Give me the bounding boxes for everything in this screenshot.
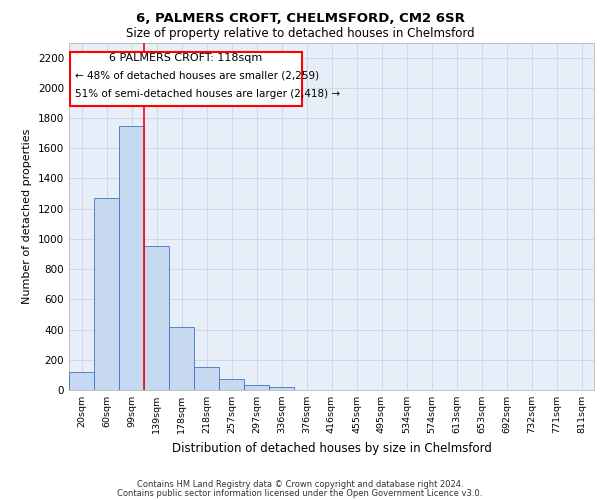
Text: Size of property relative to detached houses in Chelmsford: Size of property relative to detached ho… (125, 28, 475, 40)
Bar (144, 246, 169, 390)
Bar (219, 378, 244, 390)
Bar (269, 386, 294, 390)
Text: Contains HM Land Registry data © Crown copyright and database right 2024.: Contains HM Land Registry data © Crown c… (137, 480, 463, 489)
X-axis label: Distribution of detached houses by size in Chelmsford: Distribution of detached houses by size … (172, 442, 491, 454)
FancyBboxPatch shape (70, 52, 302, 106)
Text: Contains public sector information licensed under the Open Government Licence v3: Contains public sector information licen… (118, 489, 482, 498)
Bar (94, 198, 119, 390)
Bar (119, 126, 144, 390)
Text: 6, PALMERS CROFT, CHELMSFORD, CM2 6SR: 6, PALMERS CROFT, CHELMSFORD, CM2 6SR (136, 12, 464, 26)
Text: 6 PALMERS CROFT: 118sqm: 6 PALMERS CROFT: 118sqm (109, 53, 263, 63)
Text: 51% of semi-detached houses are larger (2,418) →: 51% of semi-detached houses are larger (… (75, 88, 340, 99)
Text: ← 48% of detached houses are smaller (2,259): ← 48% of detached houses are smaller (2,… (75, 70, 319, 81)
Bar (244, 384, 269, 390)
Bar (194, 368, 219, 390)
Y-axis label: Number of detached properties: Number of detached properties (22, 128, 32, 304)
Bar (169, 328, 194, 390)
Bar (69, 372, 94, 390)
